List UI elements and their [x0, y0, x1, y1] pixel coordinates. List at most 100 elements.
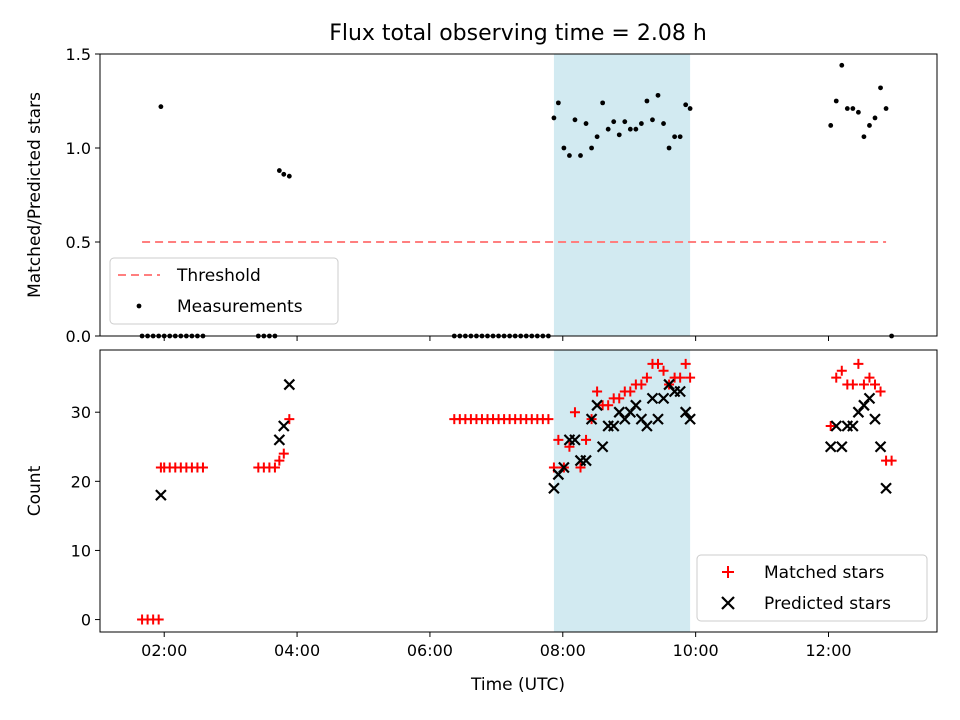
data-point — [589, 145, 594, 151]
data-point — [591, 399, 603, 412]
data-point — [836, 365, 847, 376]
legend: Threshold Measurements — [109, 257, 339, 325]
data-point — [551, 115, 557, 121]
data-point — [153, 614, 164, 625]
data-point — [283, 378, 296, 391]
data-point — [883, 106, 889, 111]
data-point — [622, 119, 628, 125]
data-point — [855, 109, 861, 115]
data-point — [653, 358, 663, 369]
data-point — [880, 482, 892, 495]
series-predicted-stars — [155, 378, 892, 501]
legend-predicted-swatch — [721, 596, 735, 610]
data-point — [583, 121, 589, 126]
data-point — [853, 358, 864, 369]
legend-box — [109, 257, 339, 325]
data-point — [672, 134, 678, 140]
data-point — [666, 145, 672, 151]
data-point — [825, 421, 836, 432]
data-point — [839, 62, 845, 68]
data-point — [658, 365, 669, 376]
data-point — [633, 126, 639, 132]
data-point — [830, 420, 843, 432]
data-point — [677, 134, 683, 140]
y-axis-label: Matched/Predicted stars — [25, 92, 45, 298]
legend: Matched stars Predicted stars — [696, 554, 928, 622]
data-point — [674, 385, 686, 398]
data-point — [569, 407, 580, 418]
data-point — [650, 117, 655, 123]
y-tick-label: 0 — [81, 611, 91, 630]
y-tick-label: 0.5 — [66, 233, 91, 252]
top-panel: 0.0 0.5 1.0 1.5 Matched/Predicted stars Thres… — [25, 45, 938, 346]
data-point — [278, 420, 290, 432]
data-point — [581, 434, 592, 445]
data-point — [596, 440, 609, 453]
data-point — [847, 420, 859, 432]
bottom-panel: 0 10 20 30 02:00 04:00 06:00 08:00 10:00 12:00 Cou… — [25, 349, 938, 660]
series-matched-stars — [137, 358, 897, 625]
data-point — [561, 145, 567, 151]
data-point — [567, 153, 572, 158]
data-point — [543, 414, 554, 425]
x-tick-label: 06:00 — [407, 641, 453, 660]
data-point — [641, 372, 652, 383]
data-point — [836, 440, 848, 453]
legend-label: Measurements — [177, 297, 303, 317]
data-point — [679, 406, 692, 418]
plot-frame — [99, 53, 938, 337]
data-point — [638, 121, 644, 126]
data-point — [824, 440, 837, 453]
x-tick-label: 08:00 — [540, 641, 586, 660]
data-point — [850, 106, 856, 111]
data-point — [585, 413, 598, 425]
data-point — [580, 454, 592, 467]
data-point — [636, 379, 647, 390]
data-point — [578, 153, 583, 158]
data-point — [685, 372, 696, 383]
data-point — [675, 372, 686, 383]
y-tick-label: 30 — [71, 403, 91, 422]
data-point — [603, 400, 614, 411]
data-point — [286, 173, 292, 179]
data-point — [828, 123, 834, 128]
data-point — [627, 126, 633, 132]
data-point — [630, 399, 642, 412]
data-point — [158, 104, 164, 110]
highlight-span — [553, 54, 691, 336]
data-point — [863, 392, 876, 405]
data-point — [625, 386, 636, 397]
data-point — [616, 132, 622, 138]
data-point — [831, 372, 842, 383]
x-tick-label: 02:00 — [141, 641, 187, 660]
data-point — [858, 379, 869, 390]
data-point — [594, 134, 600, 140]
data-point — [274, 455, 285, 466]
legend-label: Threshold — [176, 266, 261, 286]
y-axis-label: Count — [25, 465, 45, 516]
data-point — [646, 392, 659, 405]
data-point — [657, 392, 670, 405]
data-point — [548, 482, 560, 495]
data-point — [607, 420, 620, 432]
data-point — [833, 98, 839, 104]
data-point — [553, 434, 564, 445]
legend-label: Predicted stars — [764, 594, 891, 614]
data-point — [155, 489, 167, 501]
data-point — [867, 123, 872, 128]
data-point — [687, 106, 693, 111]
data-point — [197, 462, 208, 473]
y-tick-label: 1.5 — [66, 45, 91, 64]
data-point — [592, 386, 603, 397]
data-point — [869, 413, 881, 425]
data-point — [600, 100, 606, 106]
legend-matched-swatch — [722, 566, 734, 578]
data-point — [611, 119, 617, 125]
data-point — [844, 106, 850, 111]
data-point — [683, 102, 689, 108]
data-point — [874, 440, 887, 453]
data-point — [278, 448, 289, 459]
data-point — [875, 386, 886, 397]
data-point — [569, 434, 581, 446]
data-point — [878, 85, 883, 91]
